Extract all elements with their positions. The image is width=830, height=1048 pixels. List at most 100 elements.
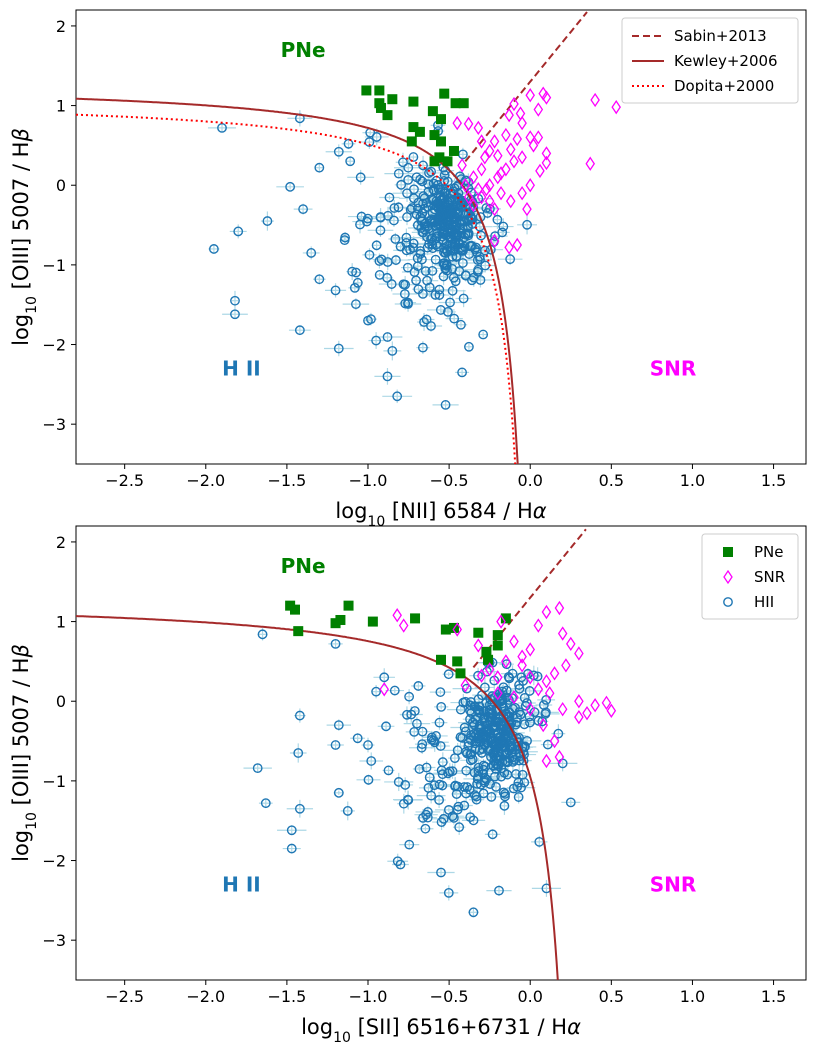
snr-point [509,690,519,705]
y-tick-label: −2 [42,336,66,355]
snr-point [525,670,536,685]
hii-point [451,252,462,262]
snr-point [528,138,539,153]
hii-point [472,778,483,789]
hii-point [459,241,470,252]
snr-point [522,201,532,217]
hii-point [417,176,428,187]
x-tick-label: 0.0 [517,987,542,1006]
hii-point [437,757,448,767]
hii-point [404,691,415,702]
hii-point [487,723,498,734]
hii-point [514,683,525,694]
sii-plot-frame [75,525,807,981]
snr-point [606,703,617,718]
hii-point [480,761,491,772]
hii-point [466,707,477,718]
hii-point [404,839,415,850]
pne-point [374,85,385,96]
region-label-snr: SNR [650,356,697,380]
hii-point [383,210,393,221]
hii-point [262,216,273,226]
sii-y-axis-label: log10 [OIII] 5007 / Hβ [9,644,40,862]
hii-point [422,812,433,823]
hii-point [484,746,495,756]
hii-point [497,227,508,238]
hii-point [481,774,492,785]
hii-point [392,391,403,402]
hii-point [351,299,361,310]
snr-point [501,654,511,669]
snr-point [582,706,592,721]
x-tick-label: −2.5 [105,987,144,1006]
label-text: [NII] 6584 / H [385,499,533,523]
legend-label: Sabin+2013 [674,27,767,45]
hii-point [472,255,483,265]
hii-point [463,230,474,241]
hii-point [479,682,490,693]
pne-point [410,613,421,624]
hii-point [383,765,394,776]
hii-point [413,681,424,691]
label-text: [OIII] 5007 / H [9,658,33,813]
hii-point [435,687,446,697]
hii-point [461,683,472,694]
snr-point [501,162,511,177]
y-tick-label: 2 [56,533,66,552]
region-label-snr: SNR [650,872,697,896]
label-log: log [301,1015,333,1039]
pne-point [361,85,372,96]
hii-point [208,244,219,254]
hii-point [445,297,455,308]
hii-point [434,284,445,295]
snr-point [468,170,479,185]
hii-point [511,769,521,779]
hii-point [453,193,464,204]
hii-point [465,812,476,823]
label-text: [OIII] 5007 / H [9,142,33,297]
hii-point [422,807,433,817]
snr-point [398,618,409,633]
snr-point [601,695,612,710]
x-tick-label: 0.5 [599,987,624,1006]
hii-point [450,212,461,223]
hii-point [440,220,450,231]
hii-point [478,739,489,750]
hii-point [540,707,551,718]
hii-point [412,203,423,214]
hii-point [374,256,385,266]
hii-point [424,772,435,783]
hii-point [486,704,497,715]
snr-point [496,166,506,181]
hii-point [286,843,297,854]
hii-point [330,740,341,750]
hii-point [457,732,468,743]
x-tick-label: −1.0 [349,987,388,1006]
snr-point [492,148,503,163]
snr-point [565,636,576,652]
y-tick-label: −3 [42,931,66,950]
hii-point [418,160,428,171]
pne-point [492,630,503,641]
hii-point [448,812,459,823]
pne-point [367,616,378,627]
legend-circle-marker [723,597,733,607]
hii-point [456,319,466,330]
hii-point [508,783,519,794]
y-tick-label: 0 [56,176,66,195]
snr-point [517,186,527,201]
hii-point [419,317,429,327]
snr-point [379,682,390,697]
legend-diamond-marker [723,569,733,585]
snr-point [452,622,463,637]
hii-point [414,764,425,774]
hii-point [426,166,436,177]
snr-point [533,618,544,633]
hii-point [516,782,526,793]
pne-point [442,156,453,167]
snr-point [509,634,519,649]
snr-point [541,146,552,161]
hii-point [512,717,522,728]
hii-point [522,219,532,230]
x-tick-label: −1.5 [267,987,306,1006]
